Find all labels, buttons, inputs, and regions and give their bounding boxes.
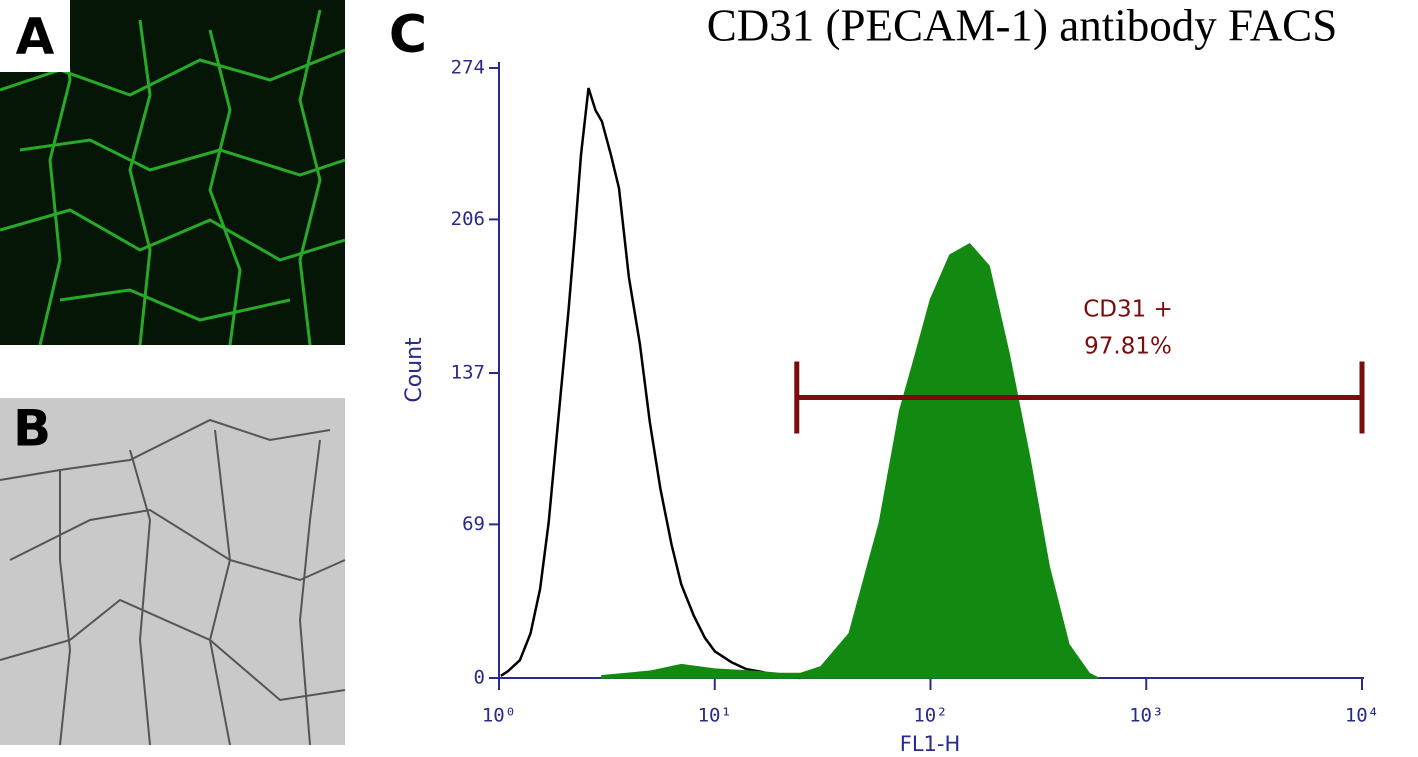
y-tick-label: 206 <box>451 208 485 230</box>
y-tick-label: 69 <box>462 513 485 535</box>
x-tick-label: 10¹ <box>698 705 732 727</box>
chart-title: CD31 (PECAM-1) antibody FACS <box>707 0 1337 50</box>
y-axis-label: Count <box>402 337 427 403</box>
y-tick-label: 274 <box>451 57 485 79</box>
x-tick-label: 10² <box>913 705 947 727</box>
x-tick-label: 10⁴ <box>1345 705 1379 727</box>
panel-a-image <box>0 0 346 346</box>
panel-label: C <box>389 5 427 65</box>
histogram-outline <box>500 87 801 680</box>
y-tick-label: 0 <box>474 667 485 689</box>
x-axis-label: FL1-H <box>900 732 961 756</box>
panel-b-image <box>0 398 346 746</box>
y-tick-label: 137 <box>451 362 485 384</box>
x-tick-label: 10⁰ <box>482 705 516 727</box>
x-tick-label: 10³ <box>1129 705 1163 727</box>
histogram-area <box>601 242 1099 679</box>
panel-label: A <box>16 8 55 66</box>
gate-name: CD31 + <box>1083 297 1173 323</box>
gate-percent: 97.81% <box>1084 334 1172 360</box>
panel-label: B <box>13 400 51 458</box>
